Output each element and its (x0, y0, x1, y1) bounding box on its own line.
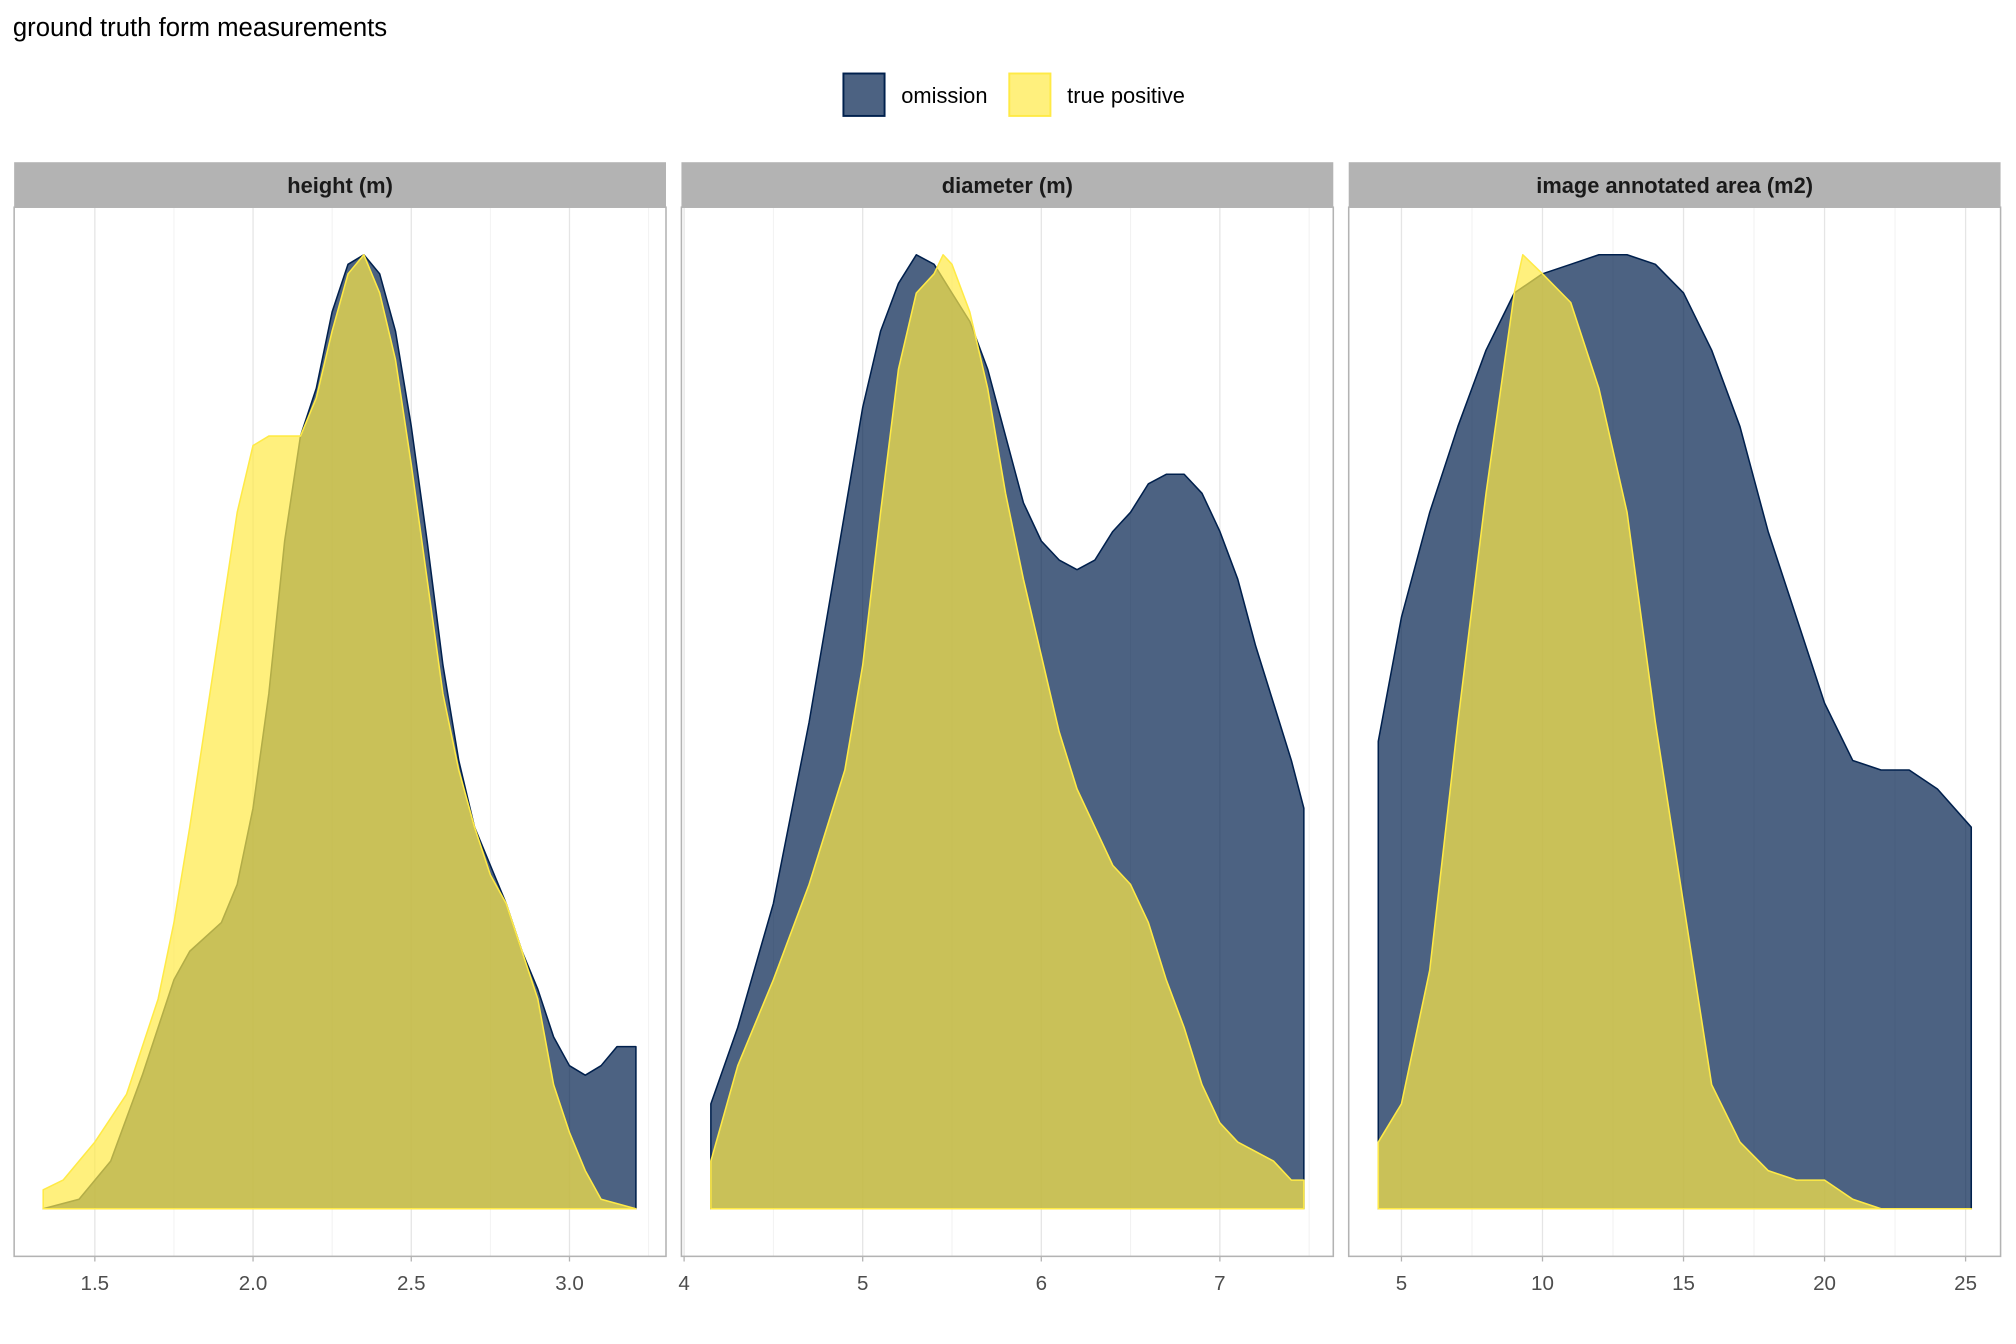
x-tick-label: 20 (1813, 1272, 1836, 1295)
panel-2: image annotated area (m2) 5 10 15 20 25 (1347, 162, 2002, 1295)
legend-key-omission (842, 72, 886, 117)
panel-border (680, 206, 1335, 1258)
facet-strip-label: image annotated area (m2) (1536, 173, 1813, 198)
panel-border (13, 206, 667, 1258)
x-tick-label: 2.5 (397, 1272, 426, 1295)
x-tick-label: 7 (1214, 1272, 1225, 1295)
x-tick-label: 10 (1531, 1272, 1554, 1295)
chart-title: ground truth form measurements (13, 14, 387, 42)
facet-strip (14, 162, 666, 208)
facet-strip (681, 162, 1334, 208)
x-tick-label: 3.0 (555, 1272, 584, 1295)
legend-label-true-positive: true positive (1067, 83, 1185, 108)
density-area-true-positive (42, 254, 637, 1210)
x-tick-label: 6 (1036, 1272, 1047, 1295)
x-tick-label: 5 (857, 1272, 868, 1295)
facet-strip-label: height (m) (287, 173, 393, 198)
legend-label-omission: omission (901, 83, 987, 108)
facet-strip (1348, 162, 2001, 208)
legend: omission true positive (842, 72, 1185, 117)
panel-1: diameter (m) 4 5 6 7 (678, 162, 1335, 1295)
panel-0: height (m) 1.5 2.0 2.5 3.0 (13, 162, 667, 1295)
x-tick-label: 4 (678, 1272, 689, 1295)
x-tick-label: 25 (1954, 1272, 1977, 1295)
density-area-true-positive (1377, 254, 1973, 1210)
density-area-true-positive (710, 254, 1305, 1210)
legend-key-true-positive (1008, 72, 1052, 117)
x-tick-label: 1.5 (81, 1272, 110, 1295)
facet-strip-label: diameter (m) (942, 173, 1073, 198)
x-tick-label: 15 (1672, 1272, 1695, 1295)
x-tick-label: 5 (1396, 1272, 1407, 1295)
x-tick-label: 2.0 (239, 1272, 268, 1295)
panel-border (1347, 206, 2002, 1258)
